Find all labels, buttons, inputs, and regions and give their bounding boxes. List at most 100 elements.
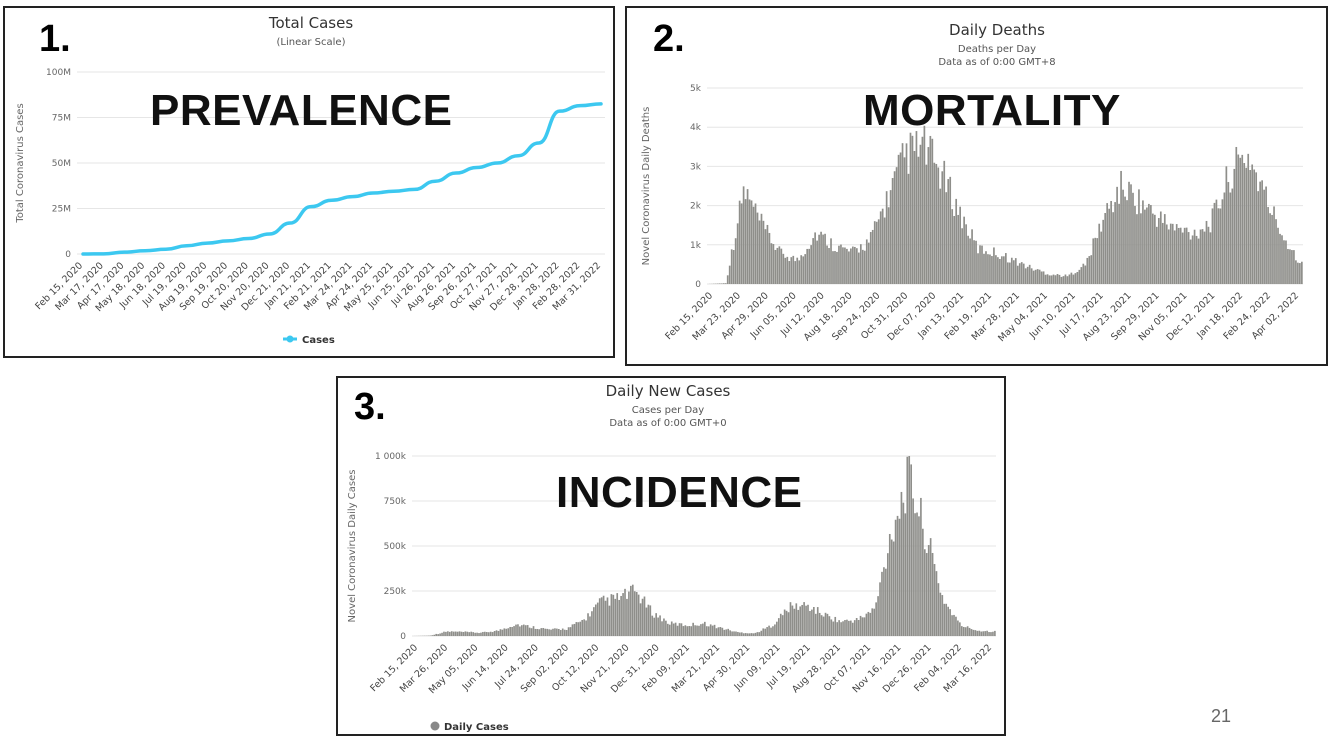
data-bar (997, 257, 999, 284)
data-bar (729, 266, 731, 284)
data-bar (1100, 232, 1102, 284)
data-bar (926, 553, 928, 636)
data-bar (1017, 266, 1019, 284)
data-bar (568, 627, 570, 636)
data-bar (1154, 215, 1156, 284)
data-bar (1233, 169, 1235, 284)
data-bar (651, 616, 653, 636)
data-bar (517, 624, 519, 636)
data-bar (1277, 228, 1279, 284)
data-bar (804, 254, 806, 284)
data-bar (832, 622, 834, 636)
data-bar (977, 631, 979, 636)
data-bar (723, 283, 725, 284)
data-bar (1077, 272, 1079, 284)
data-bar (766, 627, 768, 636)
data-bar (433, 635, 435, 636)
data-point (186, 245, 187, 246)
data-bar (1063, 276, 1065, 284)
data-bar (947, 179, 949, 284)
data-bar (630, 586, 632, 636)
data-bar (1140, 213, 1142, 284)
data-bar (889, 534, 891, 636)
data-bar (854, 620, 856, 636)
data-bar (920, 145, 922, 284)
data-bar (885, 569, 887, 636)
y-tick-label: 3k (690, 162, 702, 172)
data-bar (519, 626, 521, 636)
data-bar (679, 623, 681, 636)
data-bar (888, 207, 890, 284)
data-bar (786, 257, 788, 284)
data-bar (1206, 221, 1208, 284)
data-bar (1088, 256, 1090, 284)
data-bar (544, 629, 546, 636)
data-bar (790, 257, 792, 284)
data-bar (873, 609, 875, 636)
data-point (393, 191, 394, 192)
data-bar (805, 606, 807, 636)
y-tick-label: 5k (690, 84, 702, 94)
data-bar (850, 248, 852, 284)
prevalence-label: PREVALENCE (150, 86, 452, 136)
data-bar (820, 232, 822, 284)
data-bar (869, 613, 871, 636)
data-bar (1102, 220, 1104, 284)
data-bar (1214, 203, 1216, 284)
data-bar (825, 613, 827, 636)
data-bar (745, 199, 747, 284)
data-bar (675, 623, 677, 636)
data-bar (936, 571, 938, 636)
data-bar (831, 619, 833, 636)
data-bar (770, 628, 772, 636)
data-bar (729, 630, 731, 636)
data-bar (599, 598, 601, 636)
data-bar (858, 620, 860, 636)
data-bar (486, 632, 488, 636)
data-bar (1132, 193, 1134, 284)
data-bar (759, 632, 761, 636)
data-bar (751, 633, 753, 636)
data-bar (784, 610, 786, 636)
data-bar (507, 628, 509, 636)
data-bar (803, 602, 805, 636)
data-bar (566, 630, 568, 636)
data-bar (800, 255, 802, 284)
data-bar (622, 593, 624, 636)
data-point (497, 163, 498, 164)
data-bar (983, 254, 985, 284)
data-bar (655, 613, 657, 636)
data-bar (821, 615, 823, 636)
data-bar (940, 593, 942, 636)
data-bar (690, 626, 692, 636)
data-bar (1150, 205, 1152, 284)
data-bar (955, 617, 957, 636)
data-bar (698, 626, 700, 636)
data-bar (723, 630, 725, 636)
data-bar (854, 247, 856, 284)
data-bar (435, 634, 437, 636)
data-bar (886, 191, 888, 284)
data-bar (1261, 180, 1263, 284)
data-bar (846, 620, 848, 636)
data-bar (638, 595, 640, 636)
data-bar (1033, 271, 1035, 284)
data-bar (1220, 209, 1222, 284)
data-point (518, 155, 519, 156)
data-bar (777, 248, 779, 284)
data-bar (1069, 274, 1071, 284)
data-bar (899, 519, 901, 636)
data-bar (648, 605, 650, 636)
data-bar (1061, 277, 1063, 284)
data-bar (642, 599, 644, 636)
data-bar (866, 239, 868, 284)
data-bar (749, 199, 751, 284)
data-bar (989, 255, 991, 284)
data-bar (739, 201, 741, 284)
data-bar (626, 599, 628, 636)
data-point (331, 200, 332, 201)
data-point (538, 142, 539, 143)
data-bar (922, 529, 924, 636)
